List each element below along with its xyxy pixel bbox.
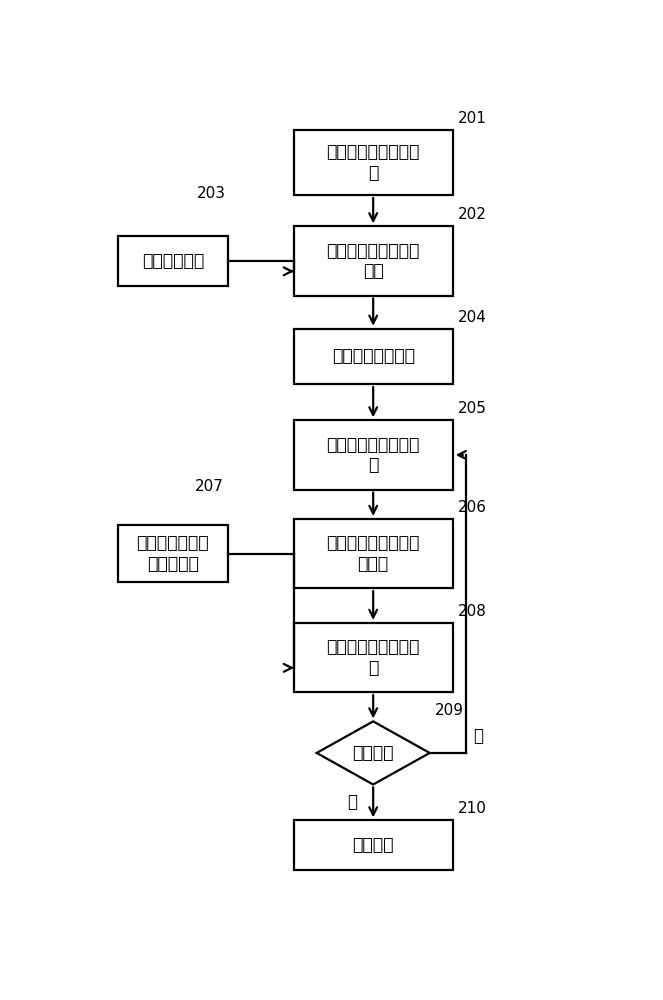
Text: 否: 否 xyxy=(473,727,483,745)
Text: 209: 209 xyxy=(435,703,464,718)
Bar xyxy=(294,820,453,870)
Text: 202: 202 xyxy=(458,207,487,222)
Text: 散乱点云数据压
缩距离阈值: 散乱点云数据压 缩距离阈值 xyxy=(137,534,209,573)
Text: 结束计算: 结束计算 xyxy=(353,836,394,854)
Text: 208: 208 xyxy=(458,604,487,619)
Bar xyxy=(117,236,228,286)
Text: 分层散乱点云数据压
缩: 分层散乱点云数据压 缩 xyxy=(326,638,420,677)
Text: 206: 206 xyxy=(458,500,487,515)
Text: 原始散乱点云数据预
处理: 原始散乱点云数据预 处理 xyxy=(326,242,420,280)
Bar xyxy=(294,226,453,296)
Bar xyxy=(117,525,228,582)
Bar xyxy=(294,329,453,384)
Text: 201: 201 xyxy=(458,111,487,126)
Text: 分层散乱点云数据排
序: 分层散乱点云数据排 序 xyxy=(326,436,420,474)
Text: 203: 203 xyxy=(197,186,226,201)
Text: 205: 205 xyxy=(458,401,487,416)
Text: 是: 是 xyxy=(347,793,357,811)
Text: 散乱点云数据分层: 散乱点云数据分层 xyxy=(332,347,414,365)
Text: 最后一层: 最后一层 xyxy=(353,744,394,762)
Polygon shape xyxy=(317,721,430,785)
Bar xyxy=(294,623,453,692)
Bar xyxy=(294,519,453,588)
Text: 204: 204 xyxy=(458,310,487,325)
Text: 读取原始散乱点云数
据: 读取原始散乱点云数 据 xyxy=(326,143,420,182)
Text: 210: 210 xyxy=(458,801,487,816)
Text: 分层散乱点云数据距
离计算: 分层散乱点云数据距 离计算 xyxy=(326,534,420,573)
Text: 207: 207 xyxy=(195,479,223,494)
Bar xyxy=(294,130,453,195)
Bar xyxy=(294,420,453,490)
Text: 分层距离阈值: 分层距离阈值 xyxy=(142,252,204,270)
